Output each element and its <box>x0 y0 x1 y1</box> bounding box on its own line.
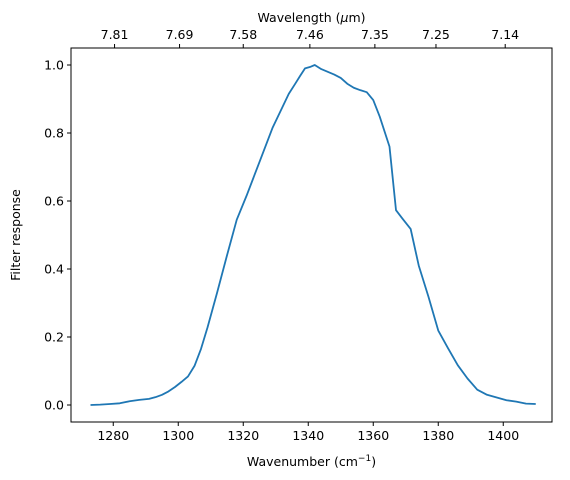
plot-frame <box>70 47 553 423</box>
ticks-layer: 1280 1300 1320 1340 1360 1380 1400 0.0 0.2 0.4 0.6… <box>44 27 519 443</box>
y-tick-label: 0.8 <box>44 126 64 141</box>
top-axis-title-end: m) <box>348 10 365 25</box>
filter-response-line <box>90 64 536 406</box>
top-axis-title: Wavelength (μm) <box>257 10 365 25</box>
top-tick-label: 7.14 <box>491 27 519 42</box>
y-tick-label: 0.2 <box>44 330 64 345</box>
x-axis-title-text: Wavenumber (cm <box>247 454 358 469</box>
y-tick-label: 0.0 <box>44 398 64 413</box>
x-axis-title: Wavenumber (cm−1) <box>247 454 376 469</box>
x-tick-label: 1280 <box>97 428 129 443</box>
x-tick-label: 1380 <box>422 428 454 443</box>
x-axis-title-end: ) <box>371 454 376 469</box>
top-tick-label: 7.46 <box>296 27 324 42</box>
top-tick-label: 7.69 <box>166 27 194 42</box>
top-axis-title-mu: μ <box>340 10 349 25</box>
x-tick-label: 1320 <box>227 428 259 443</box>
y-tick-label: 1.0 <box>44 58 64 73</box>
top-tick-label: 7.25 <box>422 27 450 42</box>
y-tick-label: 0.4 <box>44 262 64 277</box>
x-tick-label: 1340 <box>292 428 324 443</box>
top-tick-label: 7.81 <box>101 27 129 42</box>
x-axis-title-superscript: −1 <box>358 454 371 464</box>
y-tick-label: 0.6 <box>44 194 64 209</box>
top-axis-title-text: Wavelength ( <box>257 10 340 25</box>
x-tick-label: 1300 <box>162 428 194 443</box>
x-tick-label: 1400 <box>487 428 519 443</box>
x-tick-label: 1360 <box>357 428 389 443</box>
y-axis-title: Filter response <box>8 189 23 281</box>
top-tick-label: 7.35 <box>361 27 389 42</box>
top-tick-label: 7.58 <box>229 27 257 42</box>
